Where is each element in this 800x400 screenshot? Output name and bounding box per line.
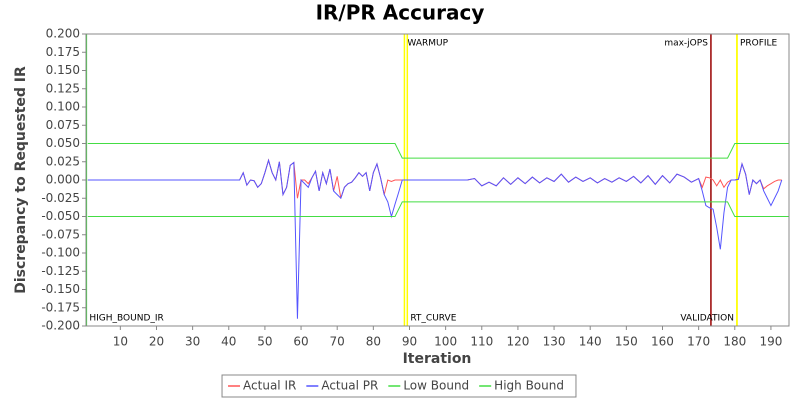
y-tick-label: 0.150 — [46, 63, 80, 77]
legend-box — [221, 374, 577, 398]
y-tick-label: -0.175 — [41, 300, 80, 314]
series-line — [87, 143, 789, 159]
y-tick-label: 0.050 — [46, 136, 80, 150]
y-tick-label: -0.050 — [41, 209, 80, 223]
y-tick-label: -0.075 — [41, 227, 80, 241]
x-tick-label: 40 — [221, 335, 236, 349]
x-tick-label: 150 — [615, 335, 638, 349]
x-tick-label: 110 — [470, 335, 493, 349]
marker-label: PROFILE — [740, 39, 778, 49]
legend-label: Low Bound — [403, 379, 469, 393]
plot: HIGH_BOUND_IR WARMUP RT_CURVE max-jOPS PROFI… — [85, 34, 789, 326]
x-tick-label: 30 — [185, 335, 200, 349]
x-tick-label: 80 — [366, 335, 381, 349]
marker-label: max-jOPS — [664, 39, 708, 49]
x-tick-label: 10 — [113, 335, 128, 349]
x-tick-label: 120 — [506, 335, 529, 349]
x-tick-label: 70 — [330, 335, 345, 349]
x-tick-label: 160 — [651, 335, 674, 349]
y-tick-label: 0.000 — [46, 173, 80, 187]
x-tick-label: 50 — [257, 335, 272, 349]
y-tick-label: 0.100 — [46, 100, 80, 114]
legend-label: High Bound — [494, 379, 564, 393]
x-tick-label: 90 — [402, 335, 417, 349]
x-axis-label: Iteration — [403, 351, 472, 367]
series-line — [87, 158, 783, 319]
y-tick-label: 0.200 — [46, 27, 80, 41]
x-tick-label: 20 — [149, 335, 164, 349]
series-line — [87, 201, 789, 217]
y-tick-label: -0.125 — [41, 264, 80, 278]
y-tick-label: 0.175 — [46, 45, 80, 59]
y-tick-label: 0.075 — [46, 118, 80, 132]
chart-title: IR/PR Accuracy — [316, 1, 485, 25]
x-tick-label: 170 — [687, 335, 710, 349]
x-tick-label: 190 — [759, 335, 782, 349]
marker-label: HIGH_BOUND_IR — [89, 314, 163, 324]
legend: Actual IR Actual PR Low Bound High Bound — [221, 374, 577, 398]
y-tick-label: -0.150 — [41, 282, 80, 296]
marker-label: WARMUP — [407, 39, 448, 49]
x-tick-label: 60 — [293, 335, 308, 349]
legend-label: Actual PR — [321, 379, 378, 393]
y-axis-label: Discrepancy to Requested IR — [13, 66, 29, 294]
x-tick-label: 180 — [723, 335, 746, 349]
marker-label: VALIDATION — [680, 314, 734, 324]
y-tick-label: -0.200 — [41, 319, 80, 333]
x-tick-label: 100 — [434, 335, 457, 349]
y-tick-label: 0.125 — [46, 81, 80, 95]
y-tick-label: -0.100 — [41, 246, 80, 260]
x-tick-label: 140 — [579, 335, 602, 349]
y-tick-label: -0.025 — [41, 191, 80, 205]
y-tick-label: 0.025 — [46, 154, 80, 168]
x-tick-label: 130 — [543, 335, 566, 349]
legend-label: Actual IR — [243, 379, 296, 393]
marker-label: RT_CURVE — [410, 314, 456, 324]
